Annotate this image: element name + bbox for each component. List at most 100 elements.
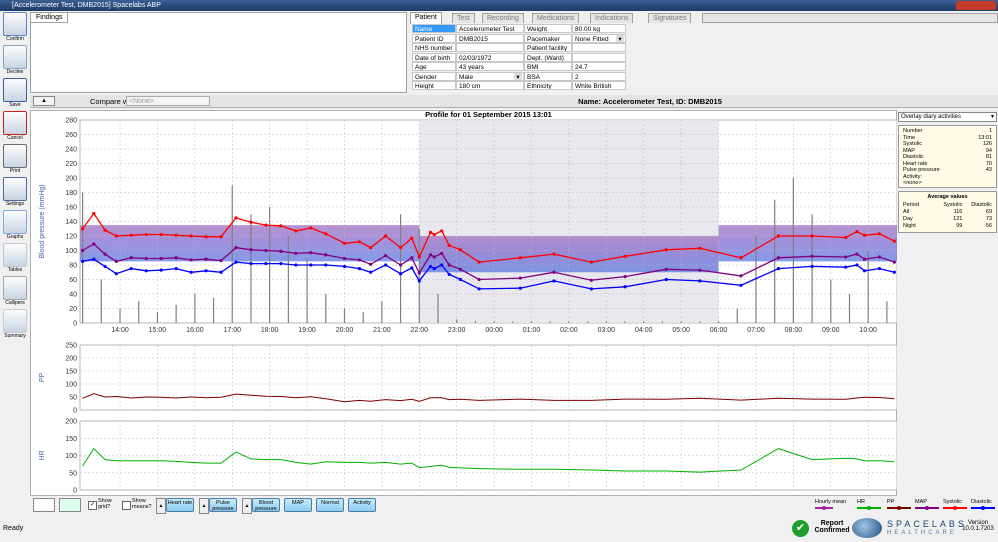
y-tick-label: 120 bbox=[65, 234, 77, 241]
series-point bbox=[103, 228, 107, 232]
patient-tab[interactable]: Test bbox=[452, 13, 475, 23]
x-tick-label: 06:00 bbox=[710, 327, 728, 334]
series-point bbox=[384, 253, 388, 258]
y-tick-label: 240 bbox=[65, 147, 77, 154]
series-point bbox=[129, 233, 133, 237]
toolbar-button[interactable]: Decline bbox=[1, 45, 29, 77]
bar-view-icon[interactable] bbox=[59, 498, 81, 512]
toolbar-button[interactable]: Graphs bbox=[1, 210, 29, 242]
series-point bbox=[384, 263, 388, 267]
field-label: Date of birth bbox=[412, 52, 456, 62]
series-point bbox=[92, 211, 96, 216]
toggle-button[interactable]: Normal bbox=[316, 498, 344, 512]
toolbar-button[interactable]: Tables bbox=[1, 243, 29, 275]
series-point bbox=[589, 287, 593, 291]
toolbar-icon bbox=[3, 243, 27, 267]
toolbar-icon bbox=[3, 177, 27, 201]
series-point bbox=[458, 248, 463, 252]
toolbar-button[interactable]: Confirm bbox=[1, 12, 29, 44]
window-controls[interactable] bbox=[956, 1, 996, 10]
series-point bbox=[447, 263, 451, 267]
toggle-button[interactable]: Blood pressure bbox=[252, 498, 280, 512]
series-point bbox=[447, 243, 451, 248]
series-point bbox=[398, 246, 403, 250]
y-tick-label: 0 bbox=[73, 408, 77, 415]
toolbar-label: Summary bbox=[4, 333, 26, 339]
patient-tab[interactable]: Indications bbox=[590, 13, 634, 23]
field-value[interactable]: Male ▾ bbox=[456, 71, 524, 81]
sort-arrow[interactable]: ▲ bbox=[156, 498, 166, 514]
series-point bbox=[249, 220, 253, 224]
toolbar-button[interactable]: Callipers bbox=[1, 276, 29, 308]
patient-tab[interactable]: Medications bbox=[532, 13, 580, 23]
reading-row: Systolic 126 bbox=[903, 141, 992, 148]
toggle-button[interactable]: Activity bbox=[348, 498, 376, 512]
patient-tab[interactable]: Signatures bbox=[648, 13, 692, 23]
field-value: 43 years bbox=[456, 62, 524, 72]
series-point bbox=[249, 261, 253, 266]
toolbar-icon bbox=[3, 210, 27, 234]
overlay-select[interactable]: Overlay diary activities ▾ bbox=[898, 112, 997, 122]
window-title: [Accelerometer Test, DMB2015] Spacelabs … bbox=[12, 2, 161, 9]
toolbar-button[interactable]: Print bbox=[1, 144, 29, 176]
x-tick-label: 20:00 bbox=[336, 327, 354, 334]
view-icon[interactable] bbox=[33, 498, 55, 512]
series-point bbox=[342, 241, 347, 245]
version: 10.0.1.7203 bbox=[962, 526, 994, 532]
brand: SPACELABS bbox=[887, 519, 967, 529]
y-tick-label: 0 bbox=[73, 321, 77, 328]
series-point bbox=[410, 256, 414, 260]
averages-row: Night 99 56 bbox=[903, 223, 992, 230]
series-point bbox=[877, 267, 882, 271]
reading-row: Heart rate 70 bbox=[903, 161, 992, 168]
series-point bbox=[417, 255, 421, 259]
findings-tab[interactable]: Findings bbox=[30, 12, 69, 23]
series-point bbox=[623, 285, 627, 289]
toggle-button[interactable]: MAP bbox=[284, 498, 312, 512]
checkbox[interactable] bbox=[122, 501, 131, 510]
toolbar-button[interactable]: Cancel bbox=[1, 111, 29, 143]
patient-tab[interactable]: Recording bbox=[482, 13, 524, 23]
series-point bbox=[219, 270, 223, 274]
x-tick-label: 05:00 bbox=[672, 327, 690, 334]
y-tick-label: 180 bbox=[65, 190, 77, 197]
field-label: Patient facility bbox=[524, 43, 572, 53]
toggle-button[interactable]: Heart rate bbox=[166, 498, 194, 512]
version-label: Version bbox=[967, 520, 988, 526]
series-point bbox=[144, 269, 148, 273]
charts: 0 20 40 60 80 100 120 140 160 180 200 220 240 260 280 1… bbox=[39, 110, 897, 495]
series-point bbox=[844, 235, 848, 240]
legend-dot bbox=[897, 505, 901, 510]
toolbar-button[interactable]: Summary bbox=[1, 309, 29, 341]
compare-select[interactable]: <None> bbox=[126, 96, 210, 106]
toolbar-button[interactable]: Save bbox=[1, 78, 29, 110]
series-point bbox=[342, 256, 347, 261]
field-value[interactable]: None Fitted ▾ bbox=[572, 33, 626, 43]
x-tick-label: 17:00 bbox=[223, 327, 241, 334]
series-point bbox=[357, 258, 362, 262]
x-tick-label: 14:00 bbox=[111, 327, 129, 334]
averages-row: All 116 69 bbox=[903, 209, 992, 216]
series-line bbox=[82, 393, 895, 403]
checkbox[interactable]: ✓ bbox=[88, 501, 97, 510]
y-tick-label: 50 bbox=[69, 470, 77, 477]
toolbar-label: Confirm bbox=[6, 36, 24, 42]
x-tick-label: 04:00 bbox=[635, 327, 653, 334]
overlay-text: Overlay diary activities bbox=[901, 114, 962, 120]
y-tick-label: 100 bbox=[65, 248, 77, 255]
field-label: Age bbox=[412, 62, 456, 72]
series-point bbox=[234, 246, 238, 250]
toolbar-icon bbox=[3, 309, 27, 333]
series-point bbox=[264, 223, 268, 227]
patient-tab[interactable]: Patient bbox=[410, 12, 442, 24]
collapse-button[interactable]: ▲ bbox=[33, 96, 55, 106]
series-point bbox=[458, 267, 463, 271]
sort-arrow[interactable]: ▲ bbox=[242, 498, 252, 514]
series-point bbox=[234, 216, 238, 220]
toolbar-button[interactable]: Settings bbox=[1, 177, 29, 209]
series-point bbox=[159, 256, 163, 261]
sort-arrow[interactable]: ▲ bbox=[199, 498, 209, 514]
reading-box: Number 1 Time 13:01 Systolic 126 MAP 94 Diastoli… bbox=[898, 125, 997, 188]
series-point bbox=[279, 249, 283, 253]
toggle-button[interactable]: Pulse pressure bbox=[209, 498, 237, 512]
